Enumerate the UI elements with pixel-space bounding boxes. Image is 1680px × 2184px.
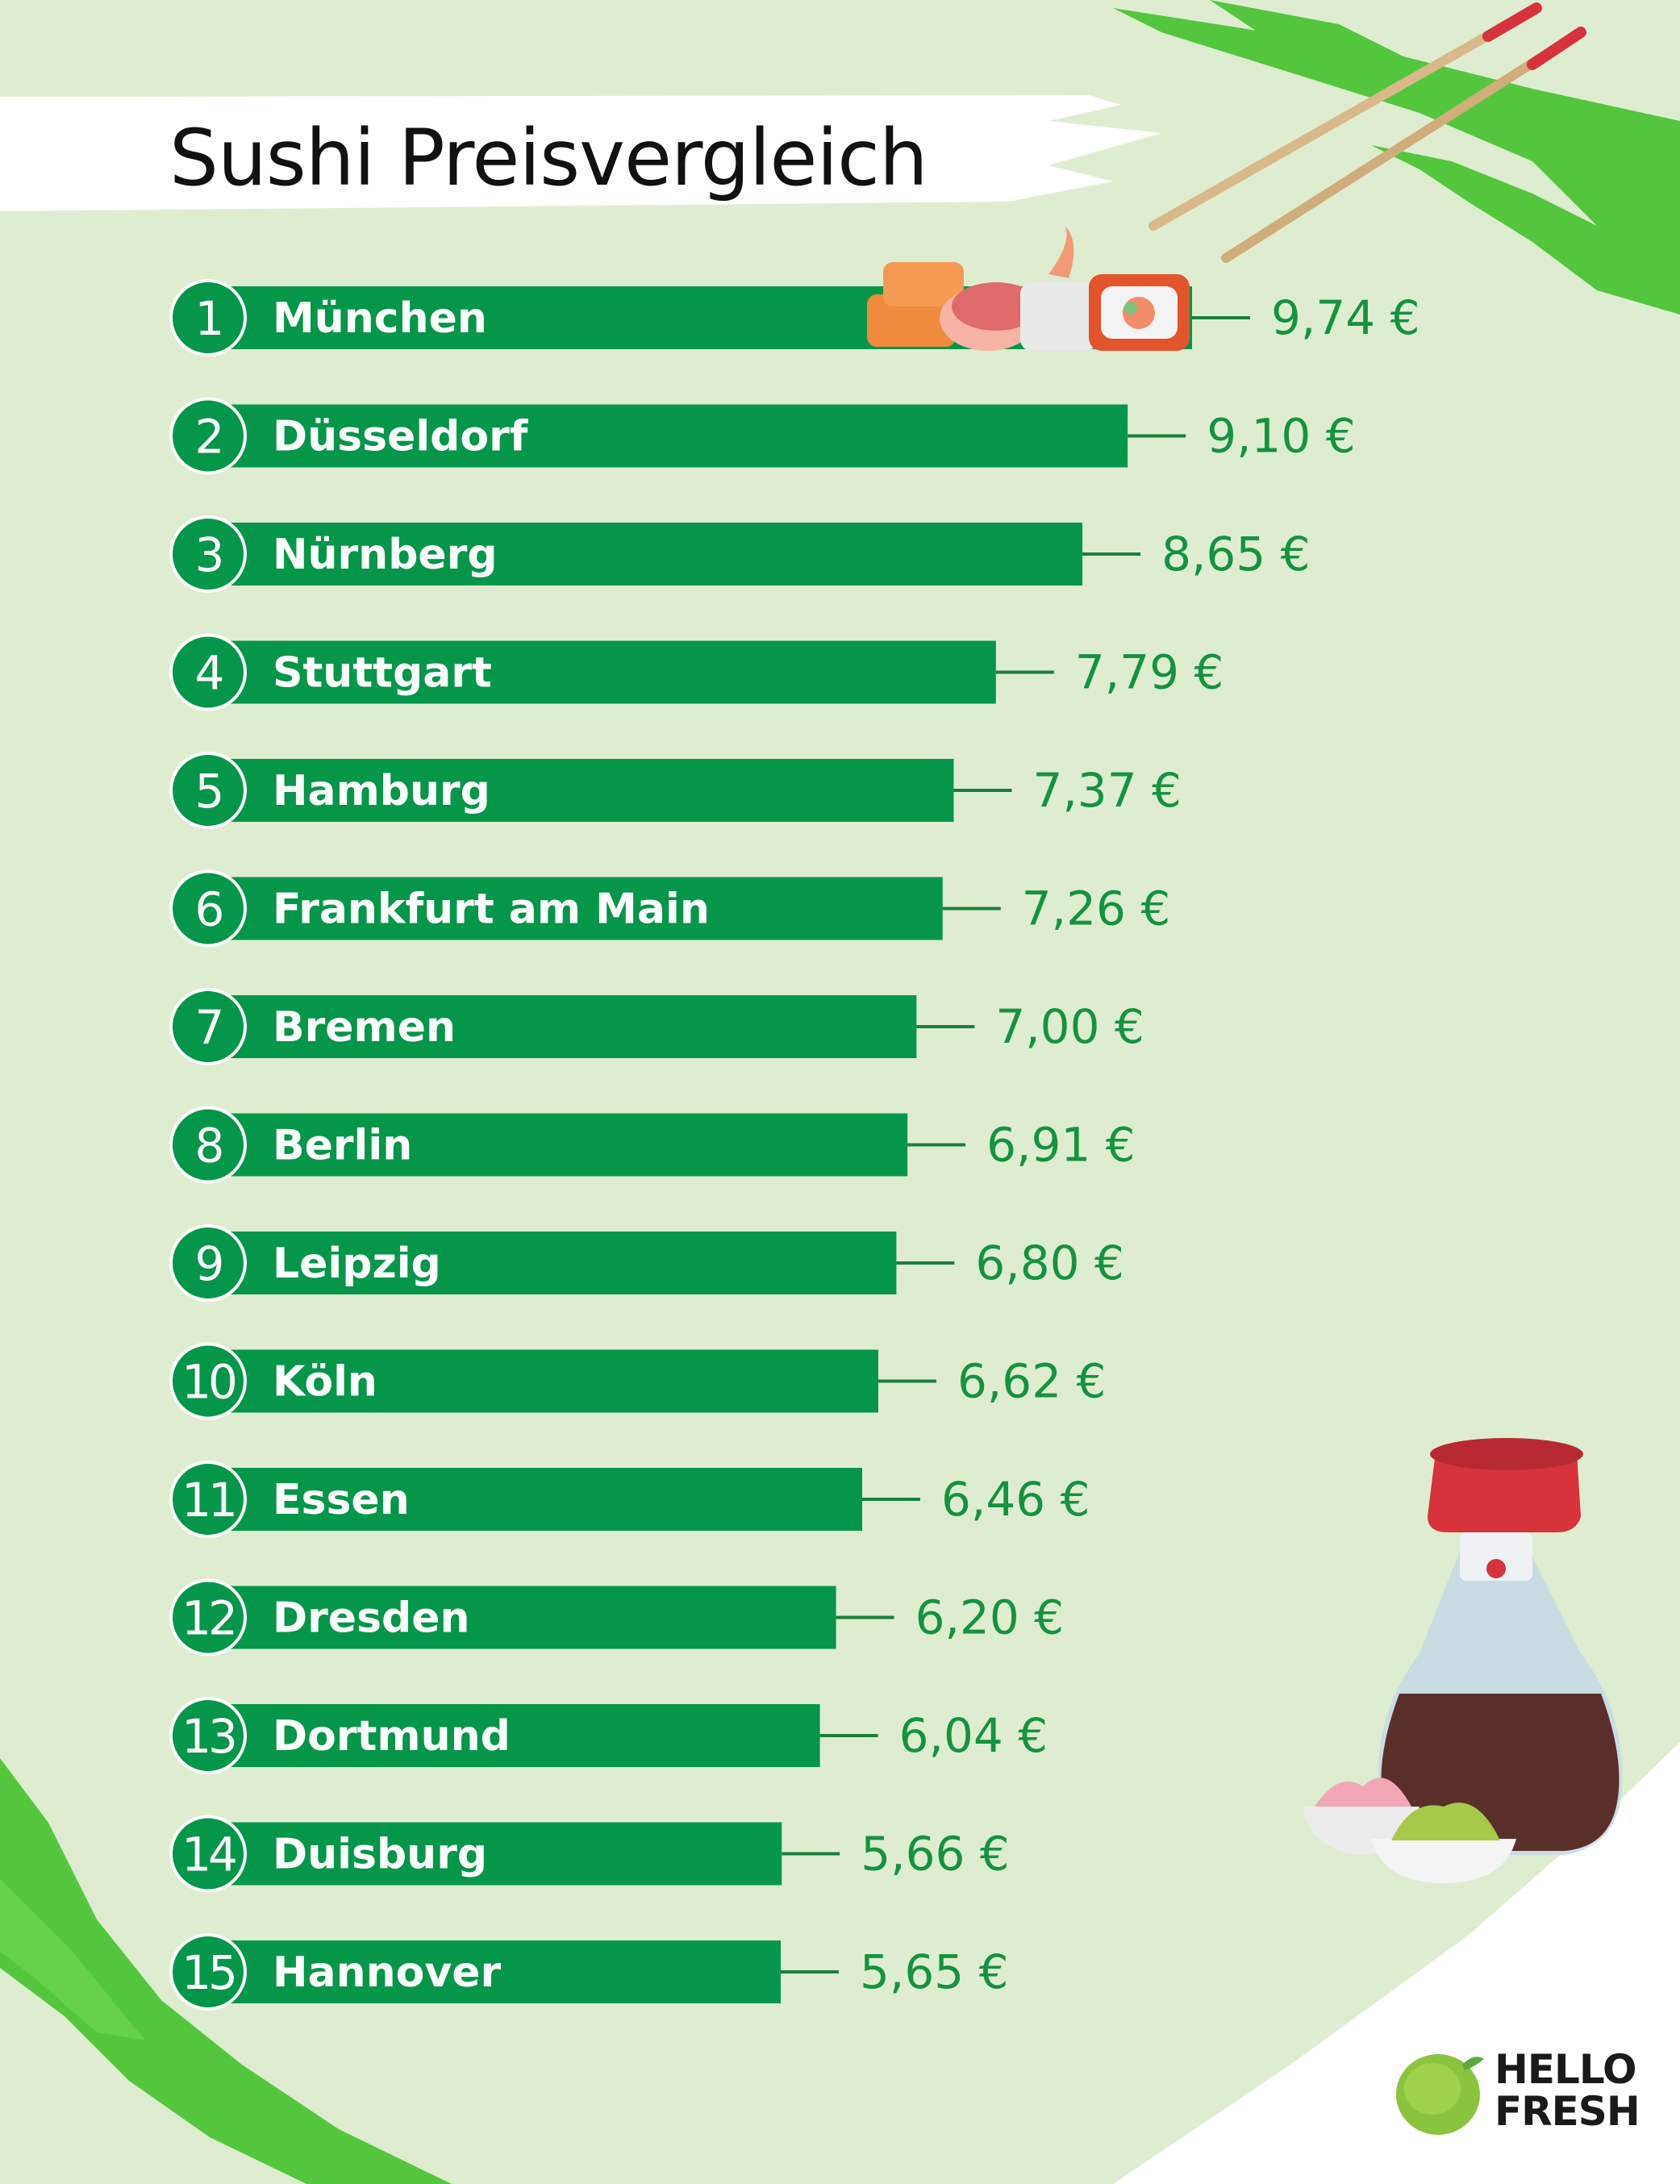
- rank-label: 5: [195, 764, 222, 819]
- value-label: 9,10 €: [1207, 409, 1355, 464]
- value-label: 5,65 €: [860, 1944, 1008, 1999]
- bar: [208, 877, 943, 940]
- rank-badge: [173, 873, 244, 944]
- bar: [208, 1349, 878, 1413]
- rank-label: 13: [181, 1709, 235, 1764]
- rank-badge: [173, 636, 244, 708]
- rank-label: 8: [195, 1119, 222, 1173]
- bar: [208, 759, 954, 822]
- rank-label: 6: [195, 882, 223, 937]
- value-label: 6,20 €: [915, 1590, 1064, 1645]
- bar-label: Köln: [273, 1358, 377, 1407]
- logo-line-2: FRESH: [1494, 2088, 1640, 2135]
- value-label: 7,00 €: [995, 999, 1144, 1054]
- rank-label: 12: [181, 1591, 235, 1646]
- value-label: 5,66 €: [861, 1827, 1009, 1882]
- bar: [208, 1940, 781, 2003]
- bottom-left-brush-streak: [0, 1879, 145, 2040]
- rank-badge: [173, 1345, 244, 1417]
- bar: [208, 404, 1128, 468]
- bar-label: Frankfurt am Main: [273, 886, 710, 934]
- rank-badge: [173, 1818, 244, 1890]
- bar-label: Nürnberg: [273, 531, 498, 579]
- bottom-left-brush-stroke: [0, 1758, 452, 2184]
- wasabi-bowl-icon: [1371, 1803, 1516, 1883]
- value-label: 6,04 €: [899, 1708, 1048, 1763]
- bar-label: Leipzig: [273, 1240, 441, 1288]
- value-label: 8,65 €: [1161, 527, 1310, 581]
- chopsticks-icon: [1148, 2, 1586, 263]
- bar: [208, 1113, 908, 1177]
- bar: [208, 1822, 782, 1886]
- rank-label: 7: [195, 1000, 222, 1055]
- rank-badge: [173, 1109, 244, 1181]
- logo-wordmark: HELLO FRESH: [1494, 2049, 1640, 2132]
- rank-label: 1: [195, 291, 222, 346]
- sushi-platter-icon: [867, 226, 1190, 351]
- bar-label: Duisburg: [273, 1831, 487, 1879]
- top-right-brush-streak: [1210, 0, 1436, 73]
- rank-badge: [173, 1582, 244, 1653]
- rank-label: 3: [195, 527, 222, 582]
- bar: [208, 1468, 863, 1531]
- rank-badge: [173, 1227, 244, 1298]
- value-label: 6,46 €: [941, 1472, 1090, 1527]
- rank-badge: [173, 1936, 244, 2007]
- hellofresh-lime-icon: [1396, 2054, 1484, 2135]
- bar-label: Essen: [273, 1476, 410, 1524]
- title-band: [0, 95, 1161, 211]
- bar-label: Düsseldorf: [273, 413, 529, 461]
- bar-label: Dortmund: [273, 1712, 511, 1761]
- rank-badge: [173, 400, 244, 472]
- value-label: 7,37 €: [1032, 763, 1181, 818]
- bar: [208, 523, 1083, 586]
- value-label: 6,91 €: [986, 1118, 1135, 1173]
- bar: [208, 1704, 820, 1767]
- value-label: 9,74 €: [1271, 290, 1419, 345]
- bar: [208, 1232, 897, 1294]
- rank-label: 2: [195, 410, 222, 465]
- rank-badge: [173, 282, 244, 353]
- top-right-brush-stroke: [1113, 8, 1680, 315]
- bar-label: Bremen: [273, 1003, 456, 1052]
- bar-label: Hamburg: [273, 767, 490, 815]
- rank-label: 10: [181, 1355, 236, 1410]
- bar-label: Stuttgart: [273, 649, 492, 698]
- bar-label: München: [273, 294, 487, 343]
- bar: [208, 640, 996, 704]
- value-label: 6,62 €: [957, 1354, 1106, 1409]
- rank-badge: [173, 755, 244, 826]
- rank-label: 9: [195, 1236, 222, 1291]
- bar-label: Dresden: [273, 1594, 470, 1643]
- soy-sauce-bottle-icon: [1378, 1438, 1623, 1855]
- rank-label: 4: [195, 646, 223, 701]
- rank-label: 11: [181, 1473, 235, 1528]
- page-title: Sushi Preisvergleich: [169, 113, 928, 203]
- bar: [208, 995, 917, 1058]
- rank-badge: [173, 991, 244, 1062]
- rank-label: 15: [181, 1945, 235, 2000]
- rank-label: 14: [181, 1828, 236, 1882]
- rank-badge: [173, 519, 244, 590]
- bottom-right-white-stroke: [1113, 1742, 1680, 2184]
- bar-label: Berlin: [273, 1122, 412, 1170]
- value-label: 7,26 €: [1022, 882, 1170, 936]
- value-label: 7,79 €: [1075, 645, 1224, 700]
- rank-badge: [173, 1464, 244, 1535]
- logo-line-1: HELLO: [1494, 2046, 1636, 2093]
- hellofresh-logo: HELLO FRESH: [1394, 2040, 1640, 2145]
- bar: [208, 1586, 836, 1649]
- rank-badge: [173, 1700, 244, 1771]
- bar-label: Hannover: [273, 1949, 502, 1997]
- value-label: 6,80 €: [975, 1236, 1123, 1290]
